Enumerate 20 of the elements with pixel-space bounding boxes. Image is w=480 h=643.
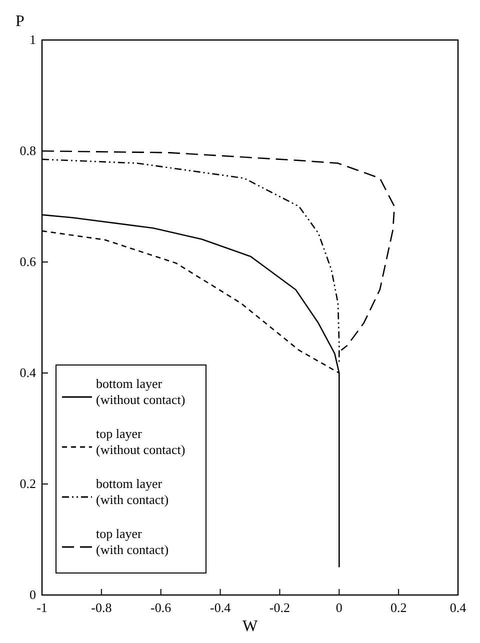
y-tick-label: 0	[30, 587, 36, 602]
legend-label: top layer (with contact)	[96, 526, 169, 557]
x-tick-label: 0	[336, 600, 342, 615]
x-tick-label: 0.2	[390, 600, 407, 615]
y-tick-label: 0.4	[20, 365, 36, 380]
legend-label: bottom layer (without contact)	[96, 376, 186, 407]
y-axis-title: P	[16, 13, 25, 30]
x-tick-label: -1	[36, 600, 48, 615]
x-axis-title: W	[242, 618, 258, 635]
x-tick-label: -0.8	[91, 600, 112, 615]
y-tick-label: 1	[30, 32, 36, 47]
y-tick-label: 0.6	[20, 254, 36, 269]
x-tick-label: -0.6	[150, 600, 172, 615]
x-tick-label: 0.4	[450, 600, 467, 615]
legend-label: top layer (without contact)	[96, 426, 186, 457]
y-tick-label: 0.8	[20, 143, 36, 158]
x-tick-label: -0.2	[269, 600, 290, 615]
x-tick-label: -0.4	[210, 600, 232, 615]
legend-label: bottom layer (with contact)	[96, 476, 169, 507]
y-tick-label: 0.2	[20, 476, 36, 491]
